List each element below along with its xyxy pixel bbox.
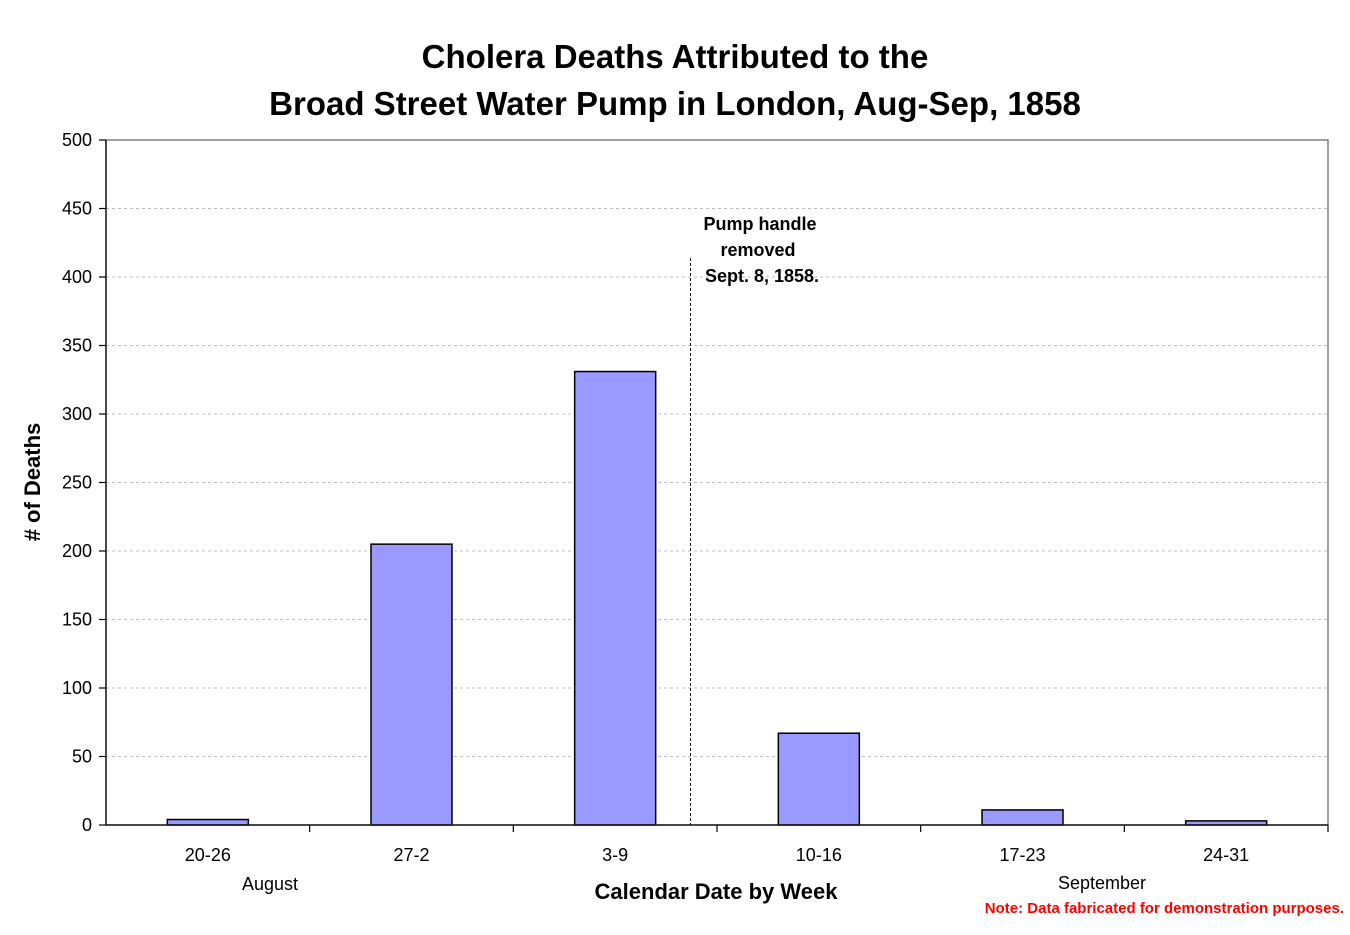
x-tick-label: 3-9 [602, 845, 628, 865]
x-tick-label: 10-16 [796, 845, 842, 865]
month-label-september: September [1058, 873, 1146, 893]
bar-17-23 [981, 809, 1064, 826]
chart-title-line-1: Cholera Deaths Attributed to the [422, 38, 929, 75]
y-tick-label: 50 [72, 747, 92, 767]
y-tick-label: 350 [62, 336, 92, 356]
y-tick-label: 300 [62, 404, 92, 424]
bar-27-2 [370, 543, 453, 826]
x-axis-ticks: 20-26 27-2 3-9 10-16 17-23 24-31 [185, 825, 1329, 865]
gridlines [106, 208, 1328, 757]
y-axis-ticks: 0 50 100 150 200 250 300 350 400 450 500 [62, 130, 106, 835]
x-tick-label: 27-2 [393, 845, 429, 865]
chart-title-line-2: Broad Street Water Pump in London, Aug-S… [269, 85, 1081, 122]
y-tick-label: 0 [82, 815, 92, 835]
bars [166, 370, 1268, 826]
annotation-line-2: removed [720, 240, 795, 260]
x-tick-label: 20-26 [185, 845, 231, 865]
bar-20-26 [166, 818, 250, 826]
y-tick-label: 100 [62, 678, 92, 698]
x-tick-label: 24-31 [1203, 845, 1249, 865]
annotation-line-1: Pump handle [703, 214, 816, 234]
y-tick-label: 400 [62, 267, 92, 287]
bar-10-16 [777, 732, 861, 826]
data-disclaimer-note: Note: Data fabricated for demonstration … [985, 900, 1344, 917]
bar-3-9 [573, 370, 657, 826]
y-tick-label: 250 [62, 473, 92, 493]
y-tick-label: 450 [62, 199, 92, 219]
y-tick-label: 500 [62, 130, 92, 150]
annotation-line-3: Sept. 8, 1858. [705, 266, 819, 286]
y-tick-label: 150 [62, 610, 92, 630]
y-tick-label: 200 [62, 541, 92, 561]
x-tick-label: 17-23 [999, 845, 1045, 865]
y-axis-title: # of Deaths [20, 423, 45, 542]
month-label-august: August [242, 874, 298, 894]
x-axis-title: Calendar Date by Week [595, 879, 839, 904]
